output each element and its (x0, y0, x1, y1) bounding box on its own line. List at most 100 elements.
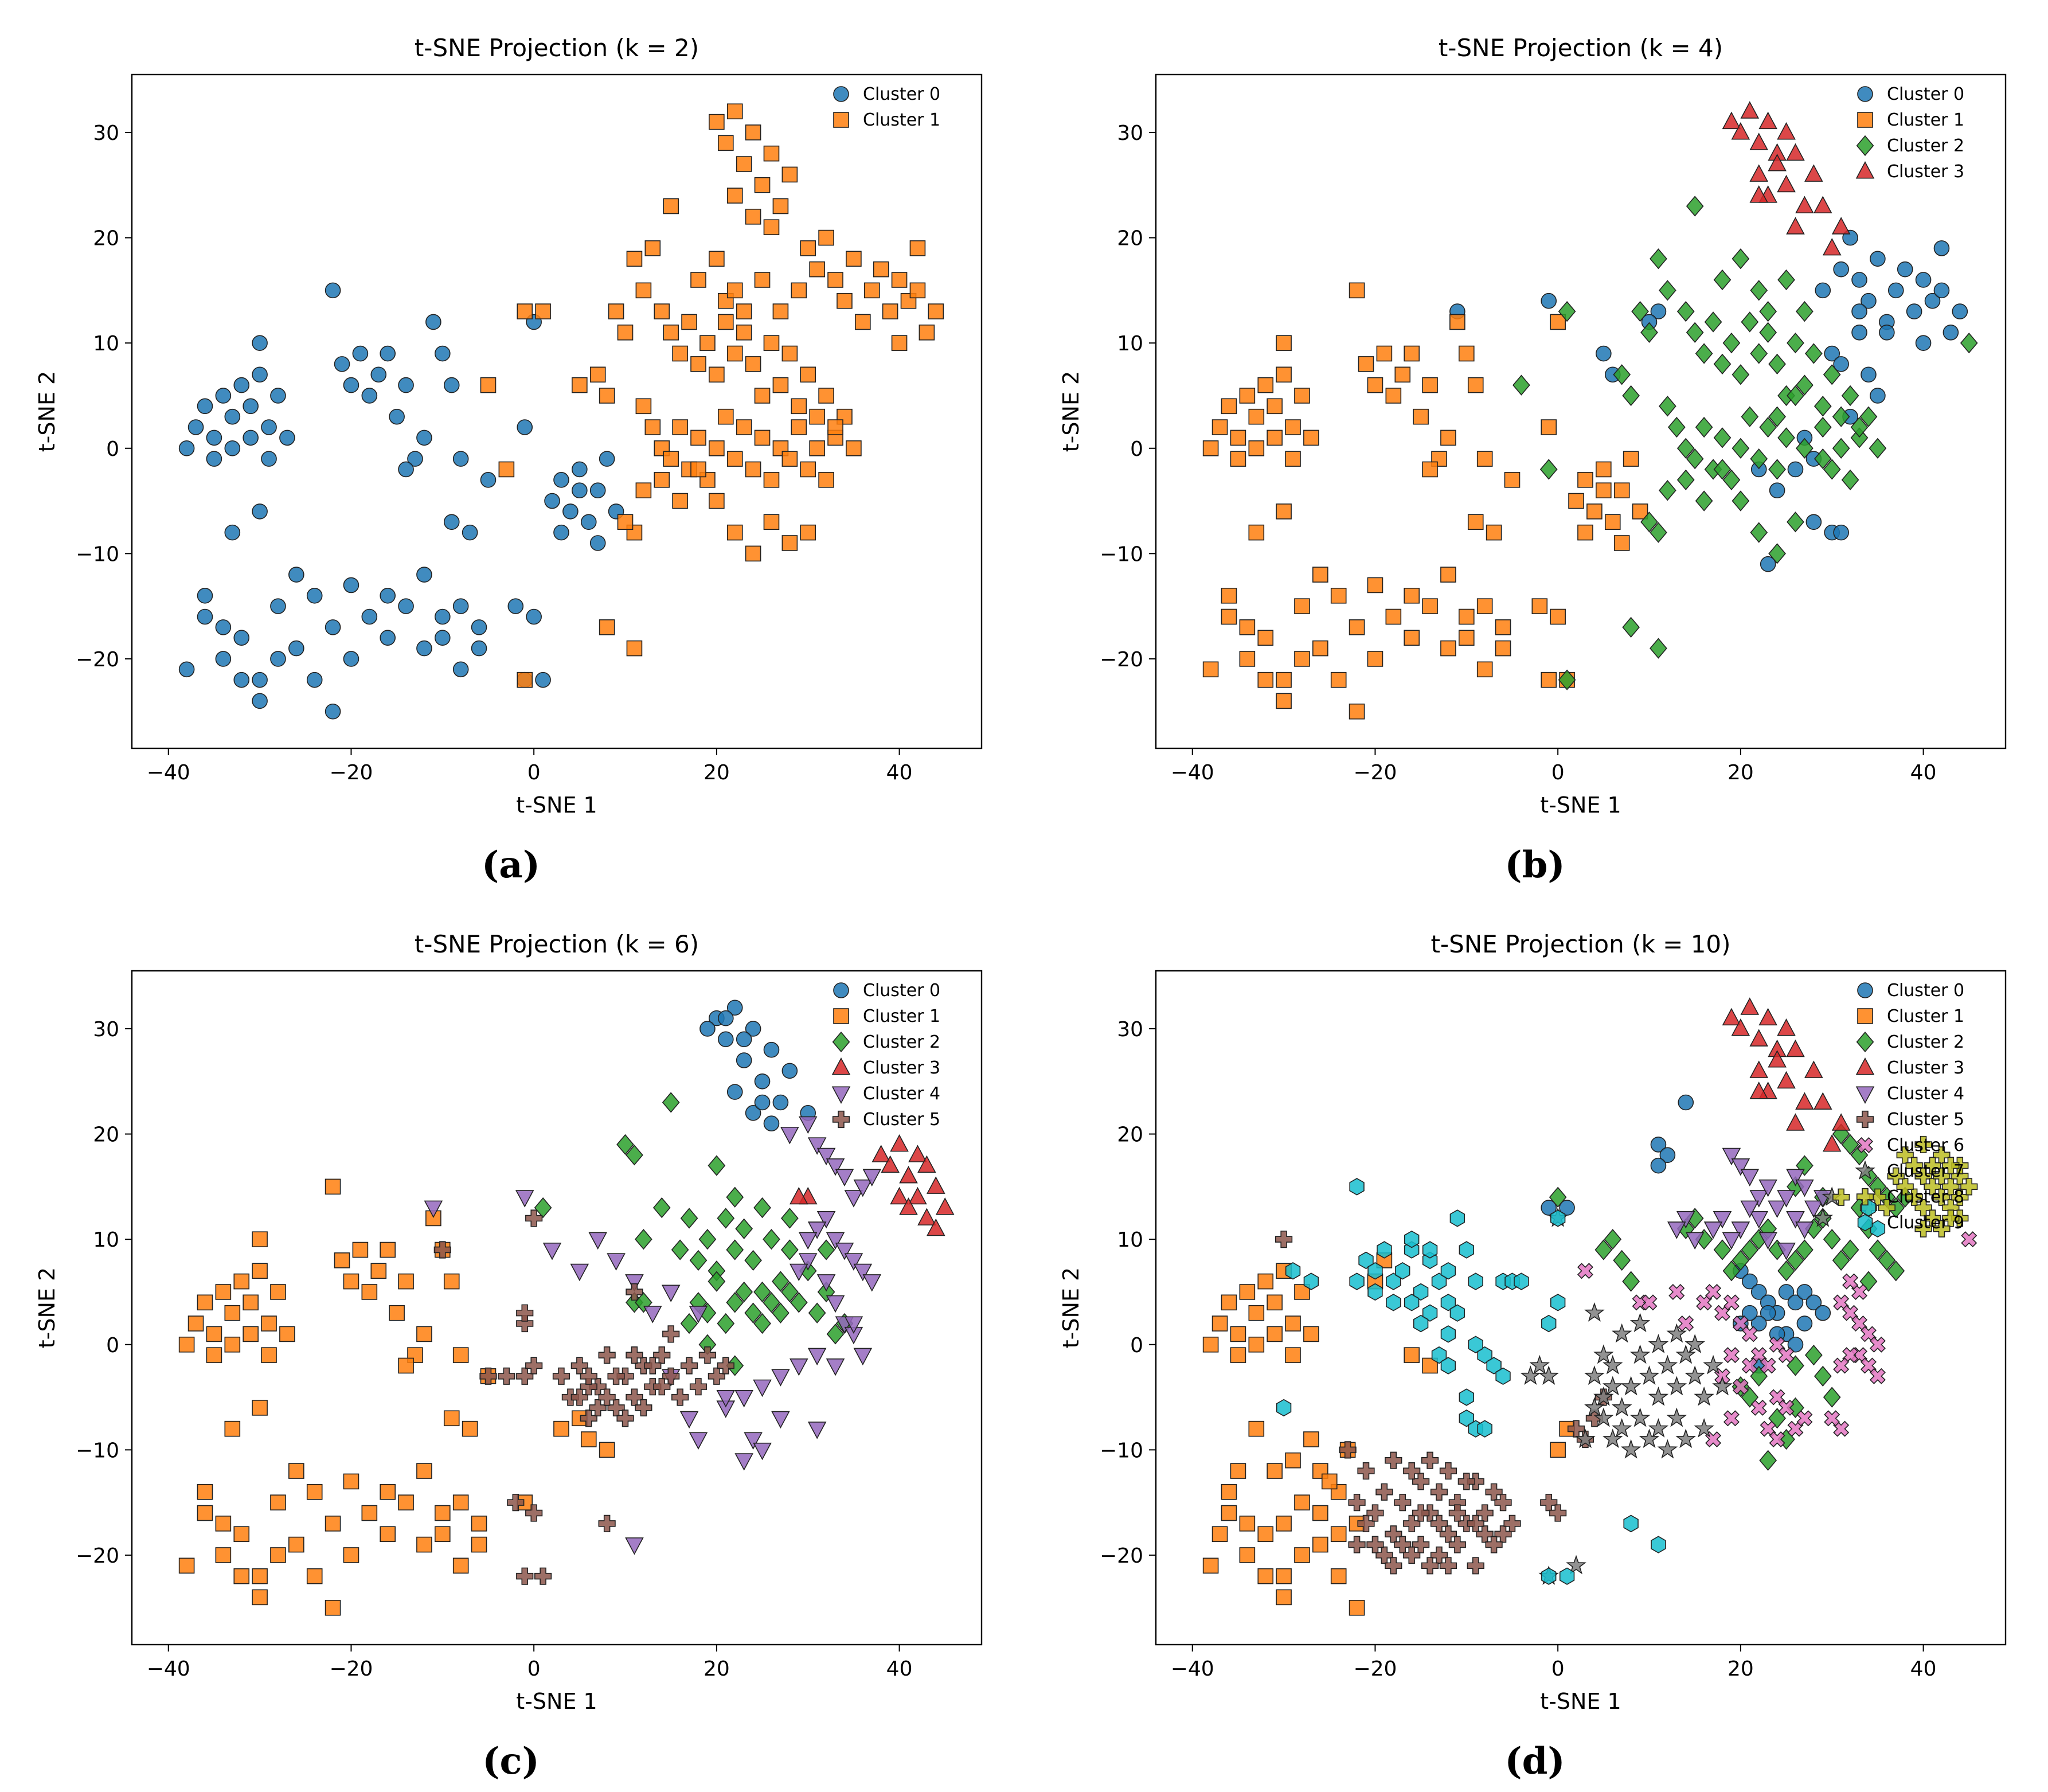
data-point (1750, 1284, 1767, 1300)
data-point (1549, 1186, 1567, 1208)
data-point (690, 461, 706, 478)
data-point (1367, 577, 1383, 594)
y-tick-label: 0 (106, 1334, 119, 1357)
data-point (763, 1115, 780, 1132)
data-point (1749, 1060, 1769, 1078)
data-point (1349, 1178, 1365, 1196)
data-point (1676, 469, 1695, 490)
data-point (1851, 272, 1867, 288)
data-point (1404, 630, 1420, 646)
data-point (270, 388, 286, 404)
data-point (1760, 1305, 1776, 1321)
y-tick-label: 20 (1117, 227, 1143, 251)
data-point (1230, 1347, 1246, 1363)
data-point (1860, 1326, 1877, 1342)
data-point (416, 640, 432, 657)
x-tick-label: 0 (527, 1657, 541, 1681)
data-point (1348, 1494, 1366, 1512)
y-tick-label: −20 (76, 648, 119, 671)
legend-marker (1855, 1057, 1875, 1075)
data-point (1294, 388, 1310, 404)
data-point (288, 1463, 304, 1479)
data-point (1202, 1336, 1219, 1353)
data-point (1758, 111, 1777, 130)
data-point (653, 1346, 671, 1364)
data-point (1221, 1483, 1237, 1500)
data-point (416, 1326, 432, 1342)
data-point (1878, 1250, 1896, 1271)
data-point (1495, 1367, 1511, 1385)
data-point (790, 1186, 808, 1205)
data-point (608, 303, 624, 319)
data-point (1650, 303, 1667, 319)
data-point (1385, 388, 1402, 404)
data-point (570, 1388, 588, 1406)
data-point (516, 1367, 534, 1385)
data-point (873, 261, 889, 278)
data-point (224, 440, 241, 456)
y-tick-label: 10 (93, 332, 119, 356)
data-point (398, 1494, 414, 1510)
legend-marker (833, 1008, 849, 1024)
data-point (1722, 111, 1741, 130)
y-tick-label: 30 (93, 122, 119, 145)
data-point (1412, 1536, 1430, 1553)
series-cluster-7 (1520, 1186, 1842, 1585)
data-point (1713, 427, 1732, 448)
series-cluster-3 (790, 1134, 955, 1236)
data-point (736, 303, 752, 319)
data-point (1248, 1420, 1265, 1437)
data-point (635, 398, 652, 415)
legend-marker (831, 1057, 851, 1075)
data-point (589, 535, 606, 551)
data-point (1759, 1450, 1777, 1471)
plot-area (1155, 970, 2007, 1646)
data-point (1749, 185, 1769, 203)
data-point (572, 461, 588, 478)
data-point (909, 282, 926, 299)
data-point (661, 1285, 681, 1302)
data-point (1759, 322, 1777, 343)
data-point (525, 1209, 543, 1227)
data-point (663, 451, 679, 467)
data-point (1448, 1504, 1466, 1522)
y-tick-label: −10 (76, 542, 119, 566)
data-point (1248, 440, 1265, 456)
data-point (580, 514, 597, 530)
data-point (1538, 1365, 1559, 1385)
data-point (507, 598, 524, 614)
data-point (1851, 325, 1867, 341)
data-point (1732, 1379, 1749, 1395)
data-point (1541, 292, 1557, 309)
data-point (1404, 587, 1420, 604)
data-point (1741, 311, 1759, 333)
data-point (1221, 1294, 1237, 1311)
data-point (1367, 651, 1383, 667)
y-tick-label: 0 (1130, 438, 1143, 461)
data-point (1613, 482, 1630, 498)
data-point (726, 1292, 744, 1313)
data-point (270, 1547, 286, 1563)
data-point (1897, 261, 1913, 278)
data-point (1666, 1407, 1687, 1427)
data-point (1887, 1260, 1905, 1282)
data-point (855, 314, 871, 330)
data-point (452, 598, 469, 614)
data-point (1514, 1272, 1529, 1290)
chart-title: t-SNE Projection (k = 2) (415, 34, 699, 62)
data-point (1394, 366, 1411, 383)
data-point (1267, 1326, 1283, 1342)
data-point (1440, 1294, 1456, 1311)
data-point (252, 503, 268, 520)
points-layer (1202, 101, 1978, 720)
y-tick-label: −10 (1100, 1439, 1143, 1462)
legend-label: Cluster 4 (1887, 1084, 1964, 1104)
series-cluster-4 (424, 1116, 882, 1555)
data-point (1639, 1428, 1660, 1449)
series-cluster-1 (178, 1178, 615, 1616)
data-point (1714, 1305, 1731, 1321)
data-point (754, 430, 771, 446)
data-point (625, 1537, 644, 1555)
data-point (607, 1253, 626, 1271)
plot-area (131, 73, 983, 749)
